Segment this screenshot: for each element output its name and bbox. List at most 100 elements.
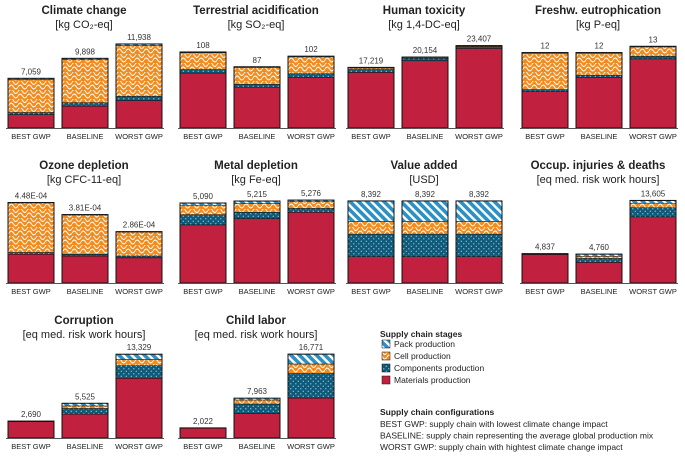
- bar-segment-components-worst-gwp: [287, 73, 335, 78]
- bar-best-gwp: [347, 66, 395, 129]
- bar-segment-materials-worst-gwp: [455, 256, 503, 284]
- bar-segment-pack-baseline: [401, 200, 449, 222]
- bar-baseline: [61, 214, 109, 284]
- bar-segment-materials-worst-gwp: [629, 58, 677, 129]
- bar-segment-cell-worst-gwp: [629, 202, 677, 208]
- total-label-best-gwp: 12: [541, 42, 550, 51]
- bar-segment-components-worst-gwp: [287, 208, 335, 213]
- bar-segment-components-baseline: [61, 254, 109, 257]
- bar-segment-cell-best-gwp: [179, 204, 227, 215]
- total-label-baseline: 8,392: [415, 190, 436, 199]
- bar-segment-pack-best-gwp: [347, 200, 395, 222]
- bar-segment-cell-baseline: [401, 221, 449, 235]
- bar-baseline: [401, 56, 449, 129]
- bar-worst-gwp: [115, 43, 163, 129]
- bar-best-gwp: [7, 420, 55, 439]
- legend-config-baseline: BASELINE: supply chain representing the …: [380, 431, 654, 441]
- total-label-worst-gwp: 16,771: [299, 343, 324, 352]
- category-label-best-gwp: BEST GWP: [183, 132, 222, 141]
- bar-segment-materials-best-gwp: [521, 91, 569, 129]
- chart-unit: [kg CFC-11-eq]: [47, 174, 121, 186]
- bar-segment-cell-baseline: [61, 214, 109, 255]
- total-label-worst-gwp: 23,407: [467, 35, 492, 44]
- charts-group: Climate change [kg CO₂-eq] 7,059 BEST GWP 9,…: [6, 5, 678, 451]
- bar-segment-components-worst-gwp: [629, 56, 677, 60]
- bar-segment-components-best-gwp: [7, 252, 55, 255]
- bar-segment-pack-worst-gwp: [287, 353, 335, 365]
- category-label-baseline: BASELINE: [67, 442, 104, 451]
- bar-best-gwp: [179, 51, 227, 129]
- bar-segment-materials-baseline: [233, 86, 281, 129]
- category-label-baseline: BASELINE: [239, 132, 276, 141]
- chart-title: Climate change: [42, 5, 127, 17]
- bar-segment-materials-best-gwp: [347, 72, 395, 129]
- chart-panel-9: Corruption [eq med. risk work hours] 2,690…: [6, 315, 164, 451]
- category-label-baseline: BASELINE: [239, 442, 276, 451]
- legend-item-pack: Pack production: [394, 339, 455, 349]
- bar-segment-components-worst-gwp: [287, 373, 335, 399]
- bar-segment-components-baseline: [233, 403, 281, 414]
- category-label-worst-gwp: WORST GWP: [455, 287, 503, 296]
- category-label-worst-gwp: WORST GWP: [287, 287, 335, 296]
- total-label-baseline: 87: [253, 56, 262, 65]
- bar-segment-components-worst-gwp: [455, 46, 503, 49]
- bar-segment-materials-worst-gwp: [287, 212, 335, 284]
- total-label-best-gwp: 108: [196, 41, 210, 50]
- bar-segment-components-baseline: [401, 58, 449, 62]
- category-label-baseline: BASELINE: [581, 287, 618, 296]
- bar-segment-materials-baseline: [233, 218, 281, 284]
- bar-worst-gwp: [455, 45, 503, 129]
- category-label-baseline: BASELINE: [407, 287, 444, 296]
- bar-segment-components-best-gwp: [179, 214, 227, 226]
- total-label-baseline: 5,215: [247, 190, 268, 199]
- bar-segment-materials-best-gwp: [7, 421, 55, 439]
- bar-segment-cell-worst-gwp: [629, 46, 677, 57]
- bar-segment-components-baseline: [233, 212, 281, 219]
- bar-best-gwp: [7, 202, 55, 284]
- bar-segment-components-best-gwp: [347, 69, 395, 73]
- chart-unit: [eq med. risk work hours]: [195, 329, 318, 341]
- bar-segment-materials-baseline: [61, 105, 109, 129]
- bar-segment-cell-worst-gwp: [287, 56, 335, 75]
- bar-segment-materials-baseline: [575, 262, 623, 284]
- bar-segment-materials-best-gwp: [179, 428, 227, 439]
- bar-segment-pack-worst-gwp: [455, 200, 503, 222]
- total-label-best-gwp: 7,059: [21, 67, 42, 76]
- bar-segment-components-baseline: [61, 408, 109, 415]
- bar-segment-components-worst-gwp: [115, 255, 163, 259]
- chart-title: Terrestrial acidification: [193, 5, 319, 17]
- bar-worst-gwp: [455, 200, 503, 284]
- total-label-worst-gwp: 2.86E-04: [123, 221, 156, 230]
- category-label-worst-gwp: WORST GWP: [287, 132, 335, 141]
- bar-best-gwp: [347, 200, 395, 284]
- bar-segment-materials-baseline: [575, 77, 623, 129]
- bar-segment-materials-worst-gwp: [287, 77, 335, 129]
- bar-baseline: [401, 200, 449, 284]
- category-label-worst-gwp: WORST GWP: [115, 287, 163, 296]
- bar-segment-cell-best-gwp: [179, 52, 227, 70]
- bar-segment-components-best-gwp: [521, 89, 569, 92]
- total-label-worst-gwp: 13,605: [641, 189, 666, 198]
- bar-segment-materials-baseline: [61, 413, 109, 439]
- bar-segment-cell-best-gwp: [7, 79, 55, 113]
- bar-segment-components-best-gwp: [7, 112, 55, 115]
- chart-panel-1: Climate change [kg CO₂-eq] 7,059 BEST GWP 9,…: [6, 5, 164, 141]
- bar-best-gwp: [521, 253, 569, 284]
- bar-segment-materials-worst-gwp: [629, 216, 677, 284]
- bar-segment-cell-baseline: [233, 203, 281, 213]
- chart-title: Value added: [390, 160, 457, 172]
- chart-title: Metal depletion: [214, 160, 298, 172]
- total-label-best-gwp: 2,690: [21, 410, 42, 419]
- bar-segment-cell-baseline: [233, 67, 281, 85]
- chart-unit: [kg 1,4-DC-eq]: [388, 19, 460, 31]
- bar-segment-cell-worst-gwp: [287, 363, 335, 374]
- total-label-best-gwp: 17,219: [359, 56, 384, 65]
- bar-segment-components-best-gwp: [347, 233, 395, 257]
- bar-segment-components-baseline: [61, 102, 109, 107]
- total-label-best-gwp: 2,022: [193, 417, 214, 426]
- bar-segment-cell-best-gwp: [521, 52, 569, 90]
- chart-panel-3: Human toxicity [kg 1,4-DC-eq] 17,219 BEST G…: [346, 5, 504, 141]
- category-label-baseline: BASELINE: [581, 132, 618, 141]
- total-label-baseline: 4,760: [589, 243, 610, 252]
- category-label-baseline: BASELINE: [67, 287, 104, 296]
